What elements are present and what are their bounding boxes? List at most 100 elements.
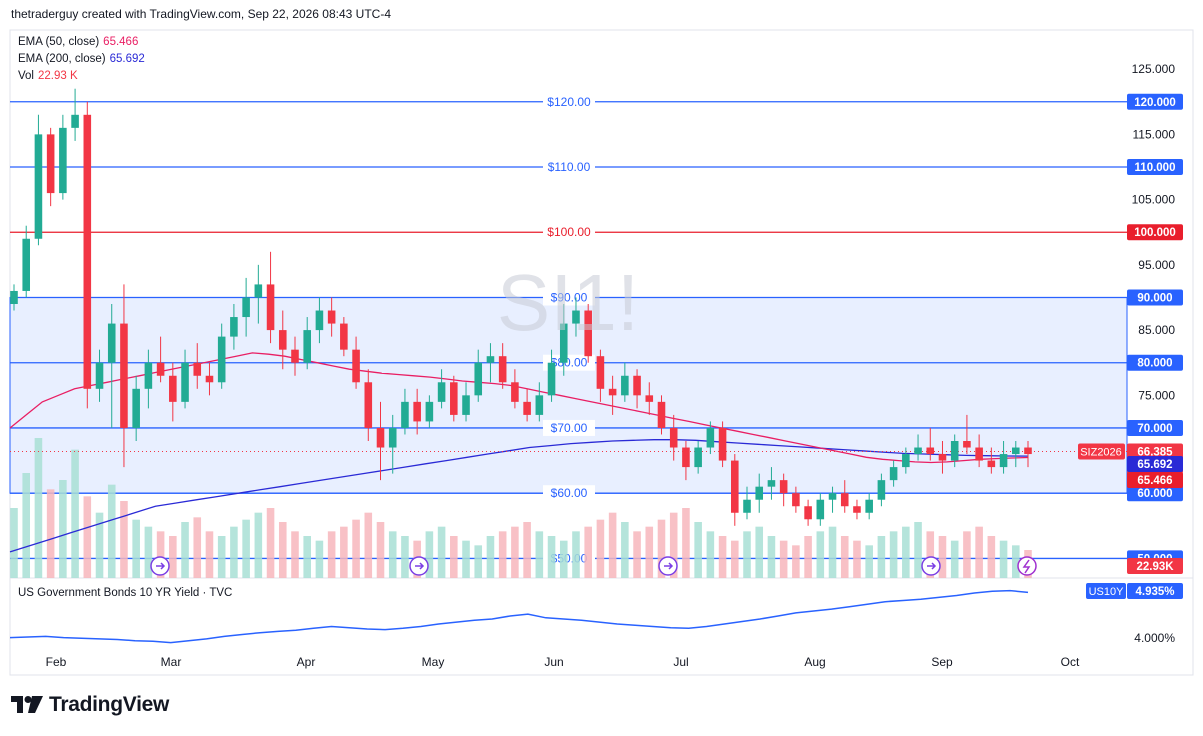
legend-ema200[interactable]: EMA (200, close) 65.692 (18, 52, 145, 66)
candle[interactable] (486, 343, 495, 383)
candle[interactable] (401, 388, 409, 435)
candle[interactable] (364, 369, 373, 441)
candle[interactable] (1011, 441, 1020, 468)
candle[interactable] (621, 362, 629, 402)
dividend-marker-icon[interactable] (1017, 556, 1037, 576)
candle[interactable] (559, 304, 568, 376)
candle[interactable] (59, 114, 67, 200)
candle[interactable] (657, 395, 666, 435)
candle[interactable] (950, 434, 959, 468)
candle[interactable] (987, 447, 996, 474)
candle[interactable] (181, 349, 189, 409)
candle[interactable] (669, 414, 678, 461)
candle[interactable] (462, 382, 470, 422)
candle[interactable] (706, 421, 715, 455)
candle[interactable] (242, 277, 250, 337)
candle[interactable] (46, 127, 55, 207)
tradingview-logo[interactable]: TradingView (11, 693, 169, 717)
candle[interactable] (107, 304, 116, 428)
candle[interactable] (792, 486, 800, 513)
candle[interactable] (120, 284, 128, 468)
candle[interactable] (303, 317, 311, 370)
candle[interactable] (853, 499, 861, 520)
candle[interactable] (352, 336, 360, 389)
candle[interactable] (217, 323, 226, 389)
candle[interactable] (718, 421, 727, 468)
candle[interactable] (83, 101, 92, 409)
range-zone[interactable] (9, 296, 1128, 494)
candle-body (132, 388, 140, 428)
candle[interactable] (1024, 441, 1032, 468)
candle[interactable] (254, 264, 263, 324)
candle[interactable] (694, 441, 702, 474)
event-marker-icon[interactable] (921, 556, 941, 576)
yield-line[interactable] (9, 589, 1029, 644)
candle[interactable] (95, 349, 104, 402)
candle[interactable] (767, 467, 776, 500)
candle[interactable] (938, 441, 947, 474)
candle[interactable] (572, 297, 580, 337)
ema200-line[interactable] (9, 439, 1029, 553)
candle[interactable] (926, 427, 935, 461)
candle[interactable] (340, 317, 348, 357)
candle[interactable] (413, 388, 421, 435)
candle[interactable] (731, 454, 739, 526)
candle[interactable] (816, 493, 825, 526)
candle[interactable] (584, 304, 592, 363)
ema50-line[interactable] (9, 352, 1029, 464)
candle[interactable] (963, 414, 971, 455)
candle[interactable] (291, 336, 299, 376)
event-marker-icon[interactable] (409, 556, 429, 576)
candle[interactable] (498, 343, 507, 389)
candle[interactable] (425, 395, 434, 428)
candle[interactable] (71, 88, 79, 141)
candle[interactable] (645, 382, 654, 415)
candle[interactable] (10, 284, 18, 311)
candle[interactable] (779, 473, 788, 507)
candle[interactable] (743, 486, 751, 520)
candle[interactable] (828, 486, 837, 513)
legend-volume[interactable]: Vol 22.93 K (18, 69, 78, 83)
candle[interactable] (865, 493, 873, 520)
candle[interactable] (804, 499, 812, 526)
candle[interactable] (547, 349, 556, 402)
candle[interactable] (327, 297, 336, 337)
candle[interactable] (840, 480, 849, 513)
candle[interactable] (633, 369, 641, 409)
event-marker-icon[interactable] (150, 556, 170, 576)
oscillator-legend[interactable]: US Government Bonds 10 YR Yield · TVC (18, 587, 233, 599)
candle[interactable] (877, 473, 886, 507)
candle[interactable] (511, 369, 519, 409)
candle[interactable] (193, 343, 202, 389)
candle[interactable] (230, 304, 238, 350)
candle[interactable] (755, 473, 764, 513)
legend-ema50[interactable]: EMA (50, close) 65.466 (18, 35, 138, 49)
candle[interactable] (266, 251, 275, 344)
candle[interactable] (889, 460, 898, 487)
candle[interactable] (999, 441, 1008, 474)
candle[interactable] (205, 362, 214, 396)
candle[interactable] (315, 297, 324, 344)
candle[interactable] (156, 336, 165, 383)
candle[interactable] (902, 447, 910, 474)
candle[interactable] (437, 369, 446, 409)
candle[interactable] (535, 382, 544, 422)
candle[interactable] (450, 375, 458, 422)
candle[interactable] (169, 362, 177, 422)
event-marker-icon[interactable] (658, 556, 678, 576)
candle[interactable] (914, 434, 922, 461)
candle[interactable] (474, 349, 483, 402)
candle[interactable] (34, 114, 43, 246)
candle[interactable] (22, 225, 31, 298)
candle[interactable] (132, 375, 140, 441)
candle[interactable] (278, 310, 287, 370)
candle[interactable] (388, 414, 397, 474)
candle[interactable] (608, 375, 617, 415)
candle[interactable] (376, 401, 385, 481)
candle[interactable] (523, 388, 531, 422)
candle[interactable] (596, 349, 605, 402)
candle[interactable] (144, 349, 153, 409)
candle[interactable] (682, 441, 690, 481)
candle[interactable] (975, 434, 983, 468)
